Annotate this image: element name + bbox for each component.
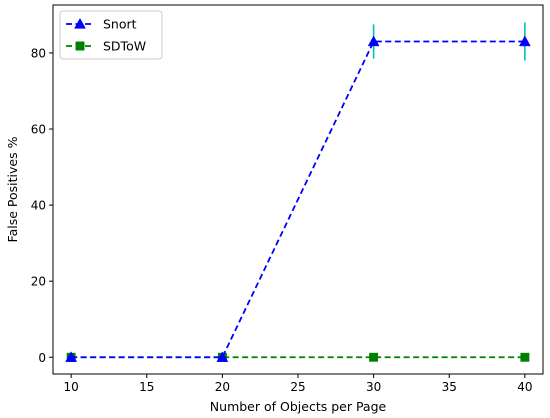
series-layer xyxy=(65,22,531,362)
x-tick-label: 35 xyxy=(442,380,457,394)
x-axis-ticks: 10 15 20 25 30 35 40 xyxy=(64,374,532,394)
series-snort xyxy=(65,22,531,362)
legend-label-sdtow: SDToW xyxy=(103,39,146,54)
data-point-snort xyxy=(216,351,229,362)
data-point-snort xyxy=(518,35,531,47)
x-tick-label: 20 xyxy=(215,380,230,394)
y-tick-label: 0 xyxy=(38,351,46,365)
y-axis-label: False Positives % xyxy=(5,136,20,242)
series-sdtow xyxy=(66,352,530,362)
data-point-sdtow xyxy=(520,352,530,362)
plot-frame xyxy=(52,4,544,375)
legend-box xyxy=(59,10,163,60)
y-tick-label: 80 xyxy=(31,46,46,60)
legend-label-snort: Snort xyxy=(103,17,137,32)
y-tick-label: 20 xyxy=(31,275,46,289)
y-tick-label: 40 xyxy=(31,199,46,213)
data-point-sdtow xyxy=(369,352,379,362)
x-tick-label: 10 xyxy=(64,380,79,394)
x-axis-label: Number of Objects per Page xyxy=(210,399,387,414)
x-tick-label: 15 xyxy=(139,380,154,394)
x-tick-label: 30 xyxy=(366,380,381,394)
y-tick-label: 60 xyxy=(31,123,46,137)
legend: Snort SDToW xyxy=(59,10,163,60)
x-tick-label: 40 xyxy=(517,380,532,394)
legend-marker-sdtow xyxy=(75,41,85,51)
data-point-snort xyxy=(367,35,380,47)
data-point-snort xyxy=(65,351,78,362)
series-line-snort xyxy=(71,40,525,359)
x-tick-label: 25 xyxy=(290,380,305,394)
legend-marker-snort xyxy=(74,17,86,29)
y-axis-ticks: 0 20 40 60 80 xyxy=(31,46,53,365)
